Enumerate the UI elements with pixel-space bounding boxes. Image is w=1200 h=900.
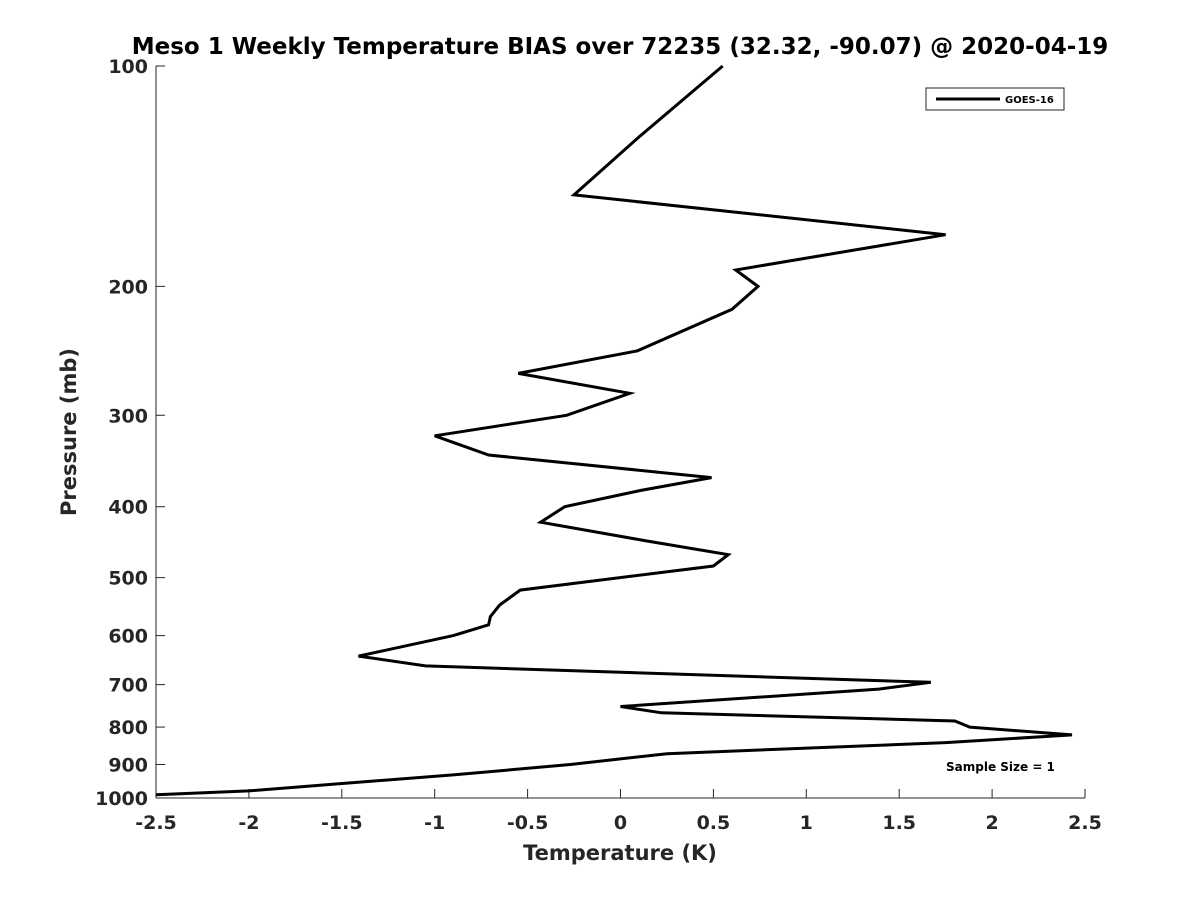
x-tick-label: -2 bbox=[238, 812, 259, 834]
y-tick-label: 800 bbox=[108, 717, 148, 739]
plot-area: -2.5 -2 -1.5 -1 -0.5 0 0.5 1 1.5 2 2.5 100 200 300 40… bbox=[95, 56, 1102, 834]
x-tick-label: -0.5 bbox=[507, 812, 549, 834]
series-line-goes-16 bbox=[155, 64, 1073, 797]
legend-label-goes-16: GOES-16 bbox=[1005, 95, 1054, 106]
x-tick-label: 2.5 bbox=[1068, 812, 1102, 834]
y-tick-label: 1000 bbox=[95, 788, 148, 810]
x-tick-label: 1 bbox=[800, 812, 813, 834]
x-tick-label: 1.5 bbox=[882, 812, 916, 834]
y-tick-label: 400 bbox=[108, 497, 148, 519]
y-tick-label: 300 bbox=[108, 405, 148, 427]
x-tick-label: 2 bbox=[985, 812, 998, 834]
y-tick-label: 500 bbox=[108, 568, 148, 590]
x-axis-label: Temperature (K) bbox=[523, 841, 717, 865]
y-ticks: 100 200 300 400 500 600 700 800 900 1000 bbox=[95, 56, 165, 810]
y-tick-label: 900 bbox=[108, 755, 148, 777]
sample-size-annotation: Sample Size = 1 bbox=[946, 760, 1055, 774]
y-axis-label: Pressure (mb) bbox=[57, 348, 81, 516]
chart-title: Meso 1 Weekly Temperature BIAS over 7223… bbox=[132, 34, 1109, 60]
x-tick-label: 0 bbox=[614, 812, 627, 834]
y-tick-label: 100 bbox=[108, 56, 148, 78]
x-tick-label: -1.5 bbox=[321, 812, 363, 834]
plot-frame bbox=[156, 66, 1085, 798]
legend: GOES-16 bbox=[925, 87, 1065, 111]
y-tick-label: 600 bbox=[108, 626, 148, 648]
x-tick-label: 0.5 bbox=[697, 812, 731, 834]
x-tick-label: -1 bbox=[424, 812, 445, 834]
y-tick-label: 200 bbox=[108, 276, 148, 298]
x-ticks: -2.5 -2 -1.5 -1 -0.5 0 0.5 1 1.5 2 2.5 bbox=[135, 789, 1102, 834]
x-tick-label: -2.5 bbox=[135, 812, 177, 834]
y-tick-label: 700 bbox=[108, 675, 148, 697]
